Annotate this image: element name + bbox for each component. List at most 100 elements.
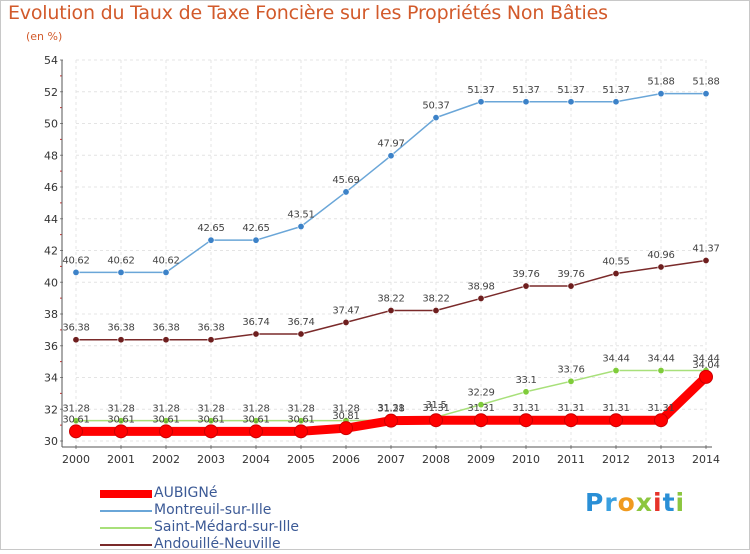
x-tick-label: 2007 (377, 453, 405, 466)
data-label: 45.69 (332, 175, 359, 186)
data-label: 31.31 (512, 403, 539, 414)
logo-letter: t (662, 488, 676, 517)
series-point (567, 282, 575, 290)
logo-letter: o (617, 488, 636, 517)
x-tick-label: 2008 (422, 453, 450, 466)
logo-letter: r (604, 488, 618, 517)
data-label: 30.61 (62, 414, 89, 425)
series-point (72, 336, 80, 344)
data-label: 51.37 (557, 85, 584, 96)
data-label: 30.61 (287, 414, 314, 425)
data-label: 31.31 (602, 403, 629, 414)
series-point (522, 388, 530, 396)
x-tick-label: 2009 (467, 453, 495, 466)
x-tick-label: 2010 (512, 453, 540, 466)
grid-lines (75, 59, 707, 442)
chart-title: Evolution du Taux de Taxe Foncière sur l… (8, 2, 608, 24)
series-point (699, 369, 713, 384)
series-point (204, 424, 218, 439)
x-tick-label: 2005 (287, 453, 315, 466)
data-label: 34.44 (602, 354, 629, 365)
data-label: 39.76 (512, 269, 539, 280)
x-tick-label: 2012 (602, 453, 630, 466)
data-label: 38.98 (467, 281, 494, 292)
data-label: 30.61 (107, 414, 134, 425)
data-label: 30.81 (332, 411, 359, 422)
series-point (612, 270, 620, 278)
series-point (702, 90, 710, 98)
data-label: 31.28 (107, 404, 134, 415)
data-label: 31.31 (377, 403, 404, 414)
series-point (249, 424, 263, 439)
series-point (432, 307, 440, 315)
series-point (387, 152, 395, 160)
data-label: 42.65 (197, 223, 224, 234)
x-tick-label: 2002 (152, 453, 180, 466)
series-point (384, 413, 398, 428)
data-label: 32.29 (467, 388, 494, 399)
legend-label: Montreuil-sur-Ille (154, 502, 272, 518)
data-label: 51.88 (647, 77, 674, 88)
series-point (612, 367, 620, 375)
data-label: 40.96 (647, 250, 674, 261)
series-point (297, 417, 305, 425)
data-label: 31.28 (242, 404, 269, 415)
series-point (522, 282, 530, 290)
data-label: 31.28 (377, 404, 404, 415)
series-point (117, 336, 125, 344)
data-label: 40.62 (152, 255, 179, 266)
data-label: 38.22 (377, 294, 404, 305)
legend-label: AUBIGNé (154, 485, 218, 501)
data-label: 36.74 (287, 317, 314, 328)
data-label: 31.28 (287, 404, 314, 415)
legend-swatch (100, 510, 152, 512)
series-point (162, 336, 170, 344)
data-label: 33.1 (515, 375, 536, 386)
data-labels: 30.61 30.61 30.61 30.61 30.61 30.61 30.8131.28… (62, 77, 719, 426)
y-tick-label: 36 (44, 340, 58, 353)
data-label: 51.37 (467, 85, 494, 96)
data-label: 51.88 (692, 77, 719, 88)
logo-letter: P (585, 488, 605, 517)
data-label: 47.97 (377, 139, 404, 150)
series-point (297, 330, 305, 338)
x-tick-label: 2014 (692, 453, 720, 466)
data-label: 31.28 (332, 404, 359, 415)
data-label: 42.65 (242, 223, 269, 234)
series-point (387, 307, 395, 315)
series-point (69, 424, 83, 439)
legend-swatch (100, 490, 152, 498)
y-tick-label: 50 (44, 118, 58, 131)
series-point (654, 413, 668, 428)
series-point (162, 268, 170, 276)
x-tick-label: 2001 (107, 453, 135, 466)
data-label: 31.31 (467, 403, 494, 414)
y-tick-label: 32 (44, 403, 58, 416)
y-tick-label: 48 (44, 149, 58, 162)
series-point (342, 188, 350, 196)
data-label: 36.38 (107, 323, 134, 334)
series-point (72, 417, 80, 425)
data-label: 40.62 (107, 255, 134, 266)
series-point (207, 236, 215, 244)
y-tick-label: 34 (44, 372, 58, 385)
series-point (609, 413, 623, 428)
data-label: 51.37 (602, 85, 629, 96)
data-label: 37.47 (332, 305, 359, 316)
series-point (429, 413, 443, 428)
logo-letter: x (635, 488, 653, 517)
data-label: 31.31 (647, 403, 674, 414)
data-label: 31.5 (425, 400, 446, 411)
y-tick-label: 30 (44, 435, 58, 448)
series-point (252, 236, 260, 244)
legend-swatch (100, 544, 152, 546)
series-point (117, 268, 125, 276)
series-point (342, 318, 350, 326)
axes: 30 32 34 36 38 40 42 44 46 48 50 52 54 2000 2001 2002 20… (44, 54, 720, 466)
series-point (474, 413, 488, 428)
data-label: 30.61 (152, 414, 179, 425)
x-tick-label: 2000 (62, 453, 90, 466)
series-point (252, 330, 260, 338)
series-point (72, 268, 80, 276)
